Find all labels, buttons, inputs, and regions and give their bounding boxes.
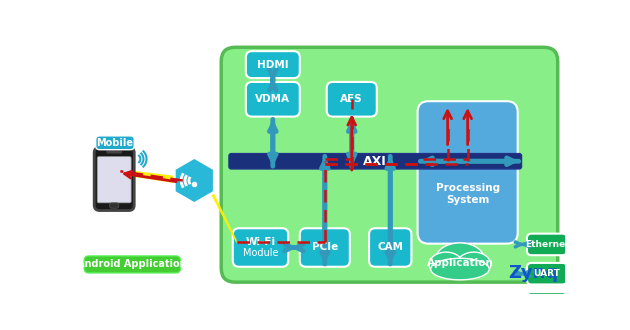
FancyBboxPatch shape	[229, 153, 522, 169]
Text: USB: USB	[537, 328, 558, 330]
Text: Module: Module	[243, 248, 278, 258]
FancyBboxPatch shape	[369, 228, 411, 267]
Text: AES: AES	[340, 94, 363, 104]
FancyBboxPatch shape	[418, 101, 518, 244]
FancyBboxPatch shape	[246, 51, 300, 78]
FancyBboxPatch shape	[246, 82, 300, 116]
Ellipse shape	[435, 243, 484, 277]
Polygon shape	[175, 157, 214, 204]
Text: PCIe: PCIe	[312, 243, 338, 252]
FancyBboxPatch shape	[96, 136, 134, 150]
FancyBboxPatch shape	[106, 150, 122, 153]
Text: Mobile: Mobile	[96, 138, 134, 148]
Ellipse shape	[431, 258, 489, 280]
FancyBboxPatch shape	[94, 148, 134, 211]
Text: Application: Application	[427, 258, 493, 268]
FancyBboxPatch shape	[327, 82, 377, 116]
Text: Android Application: Android Application	[77, 259, 187, 269]
FancyBboxPatch shape	[300, 228, 350, 267]
Polygon shape	[206, 177, 237, 244]
Ellipse shape	[429, 252, 463, 277]
Text: UART: UART	[534, 269, 560, 278]
Text: DDR: DDR	[536, 298, 558, 308]
Text: Ethernet: Ethernet	[525, 240, 570, 249]
FancyBboxPatch shape	[527, 292, 567, 314]
FancyBboxPatch shape	[221, 47, 558, 282]
FancyBboxPatch shape	[527, 263, 567, 284]
Text: AXI: AXI	[364, 155, 387, 168]
Text: Processing
System: Processing System	[435, 183, 500, 205]
FancyBboxPatch shape	[97, 157, 131, 203]
Ellipse shape	[457, 252, 491, 277]
Text: HDMI: HDMI	[257, 60, 289, 70]
Text: Wi-Fi: Wi-Fi	[246, 237, 275, 247]
FancyBboxPatch shape	[110, 203, 119, 208]
Text: VDMA: VDMA	[255, 94, 290, 104]
Polygon shape	[117, 169, 183, 184]
Text: Zynq: Zynq	[508, 264, 558, 282]
FancyBboxPatch shape	[84, 256, 180, 273]
Text: CAM: CAM	[377, 243, 403, 252]
FancyBboxPatch shape	[527, 234, 567, 255]
FancyBboxPatch shape	[527, 321, 567, 330]
FancyBboxPatch shape	[232, 228, 288, 267]
